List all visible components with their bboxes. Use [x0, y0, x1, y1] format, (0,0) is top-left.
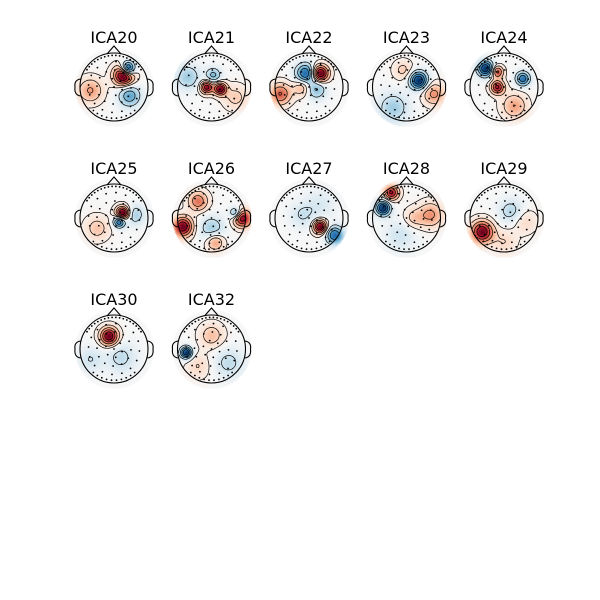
topomap-ica21: ICA21: [171, 28, 252, 128]
topomap-contours-ica25: [81, 200, 142, 245]
head-outline-ica28: [366, 176, 447, 253]
head-outline-ica25: [74, 176, 154, 253]
topomap-title-ica21: ICA21: [188, 28, 235, 47]
head-outline-ica29: [464, 176, 544, 253]
topomap-title-ica20: ICA20: [90, 28, 137, 47]
topomap-title-ica23: ICA23: [383, 28, 430, 47]
topomap-title-ica26: ICA26: [188, 159, 235, 178]
head-outline-ica32: [171, 307, 252, 384]
topomap-ica30: ICA30: [73, 290, 155, 390]
head-outline-ica23: [366, 45, 447, 122]
topomap-title-ica32: ICA32: [188, 290, 235, 309]
topomap-sensors-ica24: [476, 54, 532, 120]
topomap-title-ica22: ICA22: [285, 28, 332, 47]
topomap-title-ica24: ICA24: [480, 28, 527, 47]
head-outline-ica22: [269, 45, 349, 122]
topomap-title-ica28: ICA28: [383, 159, 430, 178]
topomap-contours-ica27: [297, 207, 342, 244]
head-outline-ica30: [74, 307, 154, 384]
topomap-contours-ica23: [381, 57, 441, 119]
head-outline-ica24: [464, 45, 544, 122]
topomap-title-ica25: ICA25: [90, 159, 137, 178]
topomap-sensors-ica30: [86, 316, 142, 382]
topomap-contours-ica29: [469, 203, 539, 251]
topomap-sensors-ica23: [378, 54, 435, 120]
topomap-sensors-ica28: [378, 185, 435, 251]
topomap-ica26: ICA26: [171, 159, 252, 259]
topomap-contours-ica22: [274, 58, 335, 111]
topomap-title-ica27: ICA27: [285, 159, 332, 178]
topomap-sensors-ica25: [86, 185, 142, 251]
head-outline-ica27: [269, 176, 349, 253]
topomap-ica29: ICA29: [463, 159, 545, 259]
topomap-ica25: ICA25: [73, 159, 155, 259]
head-outline-ica21: [171, 45, 252, 122]
topomap-ica27: ICA27: [268, 159, 350, 259]
topomap-sensors-ica22: [281, 54, 337, 120]
topomap-sensors-ica27: [281, 185, 337, 251]
topomap-ica22: ICA22: [268, 28, 350, 128]
topomap-ica20: ICA20: [73, 28, 155, 128]
head-outline-ica20: [74, 45, 154, 122]
topomap-sensors-ica29: [476, 185, 532, 251]
topomap-contours-ica26: [177, 185, 246, 253]
topomap-sensors-ica32: [183, 316, 240, 382]
topomap-ica23: ICA23: [366, 28, 447, 128]
topomap-sensors-ica26: [183, 185, 240, 251]
topomap-contours-ica32: [178, 318, 237, 381]
topomap-contours-ica21: [178, 67, 246, 113]
topomap-ica24: ICA24: [463, 28, 545, 128]
topomap-sensors-ica20: [86, 54, 142, 120]
head-outline-ica26: [171, 176, 252, 253]
topomap-ica28: ICA28: [366, 159, 447, 259]
topomap-title-ica30: ICA30: [90, 290, 137, 309]
topomap-title-ica29: ICA29: [480, 159, 527, 178]
topomap-ica32: ICA32: [171, 290, 252, 390]
topomap-sensors-ica21: [183, 54, 240, 120]
